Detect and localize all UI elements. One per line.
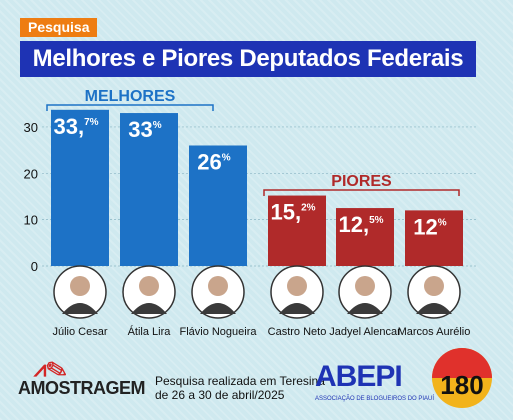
association-name: ABEPI <box>315 360 403 393</box>
bar <box>120 113 178 266</box>
candidate-name: Átila Lira <box>128 325 172 338</box>
badge-label: 180 <box>440 370 483 400</box>
survey-note: Pesquisa realizada em Teresina de 26 a 3… <box>155 374 325 402</box>
data-label: 33,7% <box>53 114 98 139</box>
bar-chart: 0 10 20 30 33,7% Júlio Cesar 33% Átila Lira 26% F… <box>24 88 476 338</box>
abepi-logo: ABEPI ASSOCIAÇÃO DE BLOGUEIROS DO PIAUÍ <box>315 360 434 410</box>
data-label: 26% <box>197 149 230 174</box>
avatar-head-icon <box>355 276 375 296</box>
data-label: 33% <box>128 117 161 142</box>
y-tick-label: 30 <box>24 120 38 135</box>
institute-name: AMOSTRAGEM <box>18 378 146 398</box>
candidate-name: Castro Neto <box>268 326 327 338</box>
avatar-body-icon <box>200 303 236 314</box>
bar <box>51 109 109 266</box>
group-label: MELHORES <box>85 88 176 105</box>
association-subtitle: ASSOCIAÇÃO DE BLOGUEIROS DO PIAUÍ <box>315 396 435 402</box>
data-label: 12,5% <box>338 212 383 237</box>
page-title: Melhores e Piores Deputados Federais <box>20 41 476 77</box>
data-label: 12% <box>413 214 446 239</box>
candidate-name: Flávio Nogueira <box>179 326 257 338</box>
avatar-head-icon <box>139 276 159 296</box>
bar <box>189 145 247 266</box>
avatar-body-icon <box>131 303 167 314</box>
group-bracket <box>263 189 460 196</box>
avatar-body-icon <box>279 303 315 314</box>
badge-rays-icon <box>432 348 492 378</box>
group-label: PIORES <box>331 173 392 190</box>
bar <box>336 208 394 266</box>
avatar-head-icon <box>70 276 90 296</box>
candidate-name: Jadyel Alencar <box>329 326 401 338</box>
amostragem-logo: ⩘✎ AMOSTRAGEM <box>14 356 154 406</box>
y-tick-label: 0 <box>31 259 38 274</box>
candidate-name: Marcos Aurélio <box>398 326 471 338</box>
avatar-head-icon <box>424 276 444 296</box>
avatar-head-icon <box>287 276 307 296</box>
bar <box>405 210 463 266</box>
avatar-body-icon <box>347 303 383 314</box>
data-label: 15,2% <box>270 200 315 225</box>
avatar-body-icon <box>416 303 452 314</box>
candidate-name: Júlio Cesar <box>52 326 107 338</box>
bar <box>268 195 326 266</box>
group-bracket <box>46 104 214 111</box>
logo-mark-icon: ⩘✎ <box>34 356 67 381</box>
avatar-head-icon <box>208 276 228 296</box>
y-tick-label: 10 <box>24 213 38 228</box>
avatar-body-icon <box>62 303 98 314</box>
y-tick-label: 20 <box>24 166 38 181</box>
180-badge: 180 <box>432 348 492 408</box>
survey-tag: Pesquisa <box>20 18 98 37</box>
